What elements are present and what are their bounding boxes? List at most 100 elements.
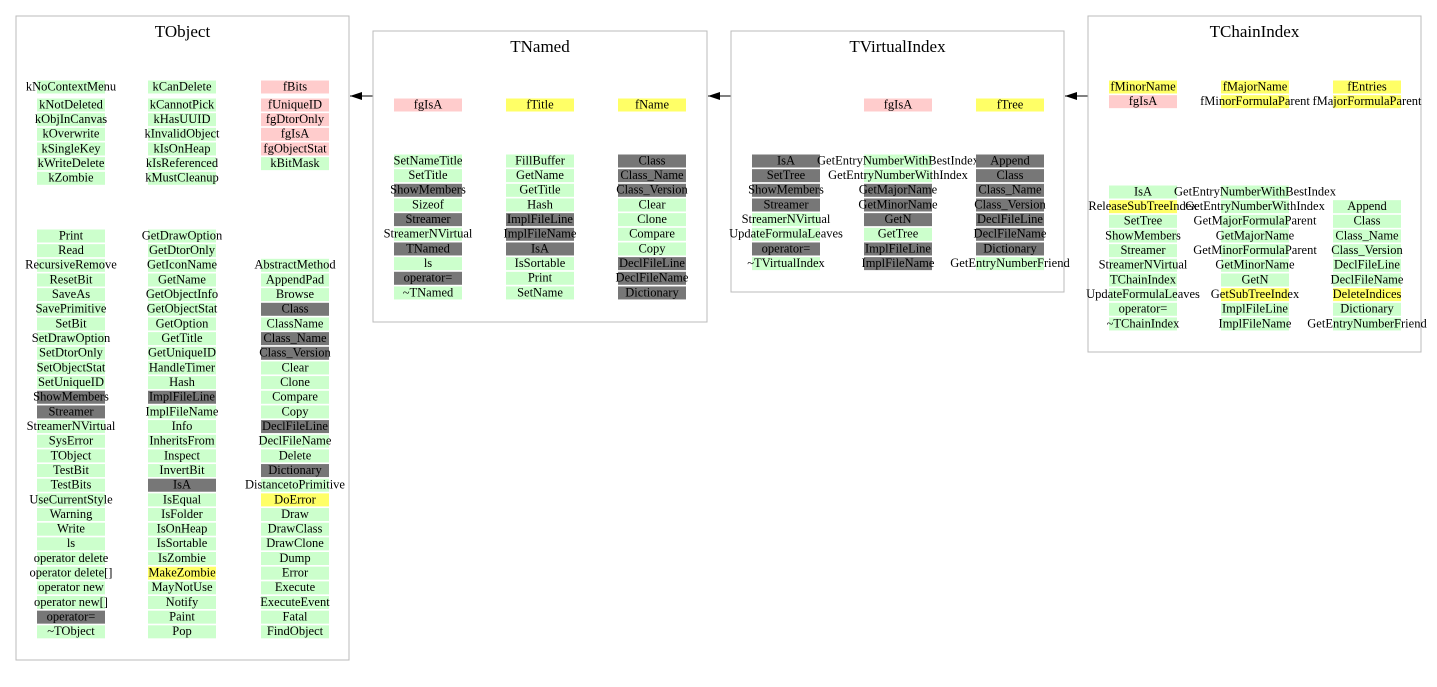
member-label: SaveAs [52,287,90,301]
member-label: IsSortable [157,536,208,550]
member-label: Clear [281,360,309,374]
member-cell [976,169,1044,183]
member-label: GetEntryNumberFriend [1307,316,1427,330]
member-cell [148,376,216,390]
member-cell [261,581,329,595]
member-label: UpdateFormulaLeaves [1086,287,1200,301]
member-label: Class_Name [978,183,1042,197]
member-cell [37,449,105,463]
member-cell [506,227,574,241]
member-label: GetMajorName [859,183,938,197]
member-label: ~TChainIndex [1107,316,1180,330]
member-cell [394,183,462,197]
member-label: GetTree [878,227,919,241]
member-cell [1221,244,1289,258]
member-cell [976,154,1044,168]
member-label: FindObject [267,624,324,638]
member-cell [618,213,686,227]
member-label: operator= [404,271,453,285]
member-label: fgIsA [884,97,912,111]
member-label: Warning [50,507,93,521]
member-cell [148,258,216,272]
member-label: kOverwrite [43,127,100,141]
member-cell [148,405,216,419]
member-cell [261,449,329,463]
member-cell [506,154,574,168]
member-label: ExecuteEvent [260,595,330,609]
member-cell [37,113,105,127]
member-label: Class [996,168,1023,182]
member-label: IsZombie [158,551,206,565]
member-label: Fatal [283,610,309,624]
member-label: fEntries [1347,79,1387,93]
member-label: fTree [997,97,1024,111]
member-label: ClassName [267,316,324,330]
member-cell [148,288,216,302]
member-label: TNamed [406,241,450,255]
member-cell [148,478,216,492]
member-cell [148,171,216,185]
member-cell [37,98,105,112]
member-label: DoError [274,492,316,506]
member-cell [864,198,932,212]
member-label: SetUniqueID [38,375,104,389]
member-cell [1221,273,1289,287]
member-label: ~TObject [47,624,95,638]
member-cell [148,273,216,287]
member-cell [37,405,105,419]
member-cell [148,317,216,331]
member-cell [1109,302,1177,316]
member-label: DrawClass [268,522,323,536]
member-label: SetObjectStat [37,360,106,374]
member-cell [37,171,105,185]
member-label: GetMinorName [1215,258,1295,272]
member-label: Compare [272,390,318,404]
member-cell [37,361,105,375]
member-cell [261,625,329,639]
member-cell [1221,288,1289,302]
member-label: Print [528,271,553,285]
member-cell [506,198,574,212]
member-cell [37,346,105,360]
member-cell [506,169,574,183]
member-label: fgIsA [414,97,442,111]
member-label: ImplFileLine [149,390,215,404]
member-cell [148,346,216,360]
member-cell [1333,244,1401,258]
member-label: kMustCleanup [145,171,219,185]
member-cell [394,227,462,241]
member-cell [1109,244,1177,258]
member-label: Clone [637,212,667,226]
member-cell [37,127,105,141]
member-cell [261,596,329,609]
member-label: GetObjectStat [147,302,218,316]
member-cell [37,508,105,522]
member-label: Class [281,302,308,316]
member-cell [618,198,686,212]
class-title: TNamed [510,37,570,56]
member-label: ShowMembers [1105,228,1181,242]
member-cell [261,537,329,551]
member-cell [261,522,329,536]
member-cell [261,157,329,171]
member-label: StreamerNVirtual [27,419,116,433]
member-label: Info [172,419,193,433]
member-label: operator new[] [34,595,108,609]
member-cell [148,332,216,346]
member-cell [394,242,462,256]
member-cell [1333,302,1401,316]
member-cell [261,127,329,141]
member-label: DrawClone [266,536,324,550]
member-label: Append [1347,199,1387,213]
member-label: ImplFileName [146,404,219,418]
member-cell [1333,214,1401,228]
member-cell [37,229,105,243]
member-label: Browse [276,287,315,301]
member-label: ~TVirtualIndex [747,256,825,270]
member-cell [618,98,686,112]
member-cell [261,566,329,580]
member-label: Streamer [405,212,451,226]
member-cell [37,390,105,404]
